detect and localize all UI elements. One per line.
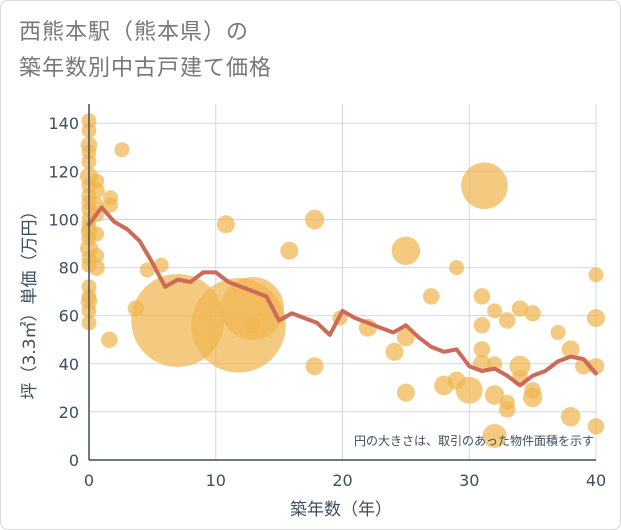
size-note: 円の大きさは、取引のあった物件面積を示す	[354, 433, 594, 448]
data-bubble	[89, 226, 105, 242]
chart-title-line-2: 築年数別中古戸建て価格	[19, 56, 273, 81]
data-bubble	[396, 328, 415, 347]
y-axis-label: 坪（3.3㎡）単価（万円）	[20, 202, 40, 399]
data-bubble	[473, 341, 491, 358]
y-tick-label: 20	[59, 403, 79, 422]
data-bubble	[588, 267, 604, 283]
y-tick-label: 0	[69, 451, 79, 470]
y-tick-label: 60	[59, 307, 79, 326]
chart-title: 西熊本駅（熊本県）の 築年数別中古戸建て価格	[19, 15, 272, 87]
data-bubble	[509, 355, 531, 377]
y-tick-label: 120	[48, 162, 79, 181]
y-tick-label: 140	[48, 114, 79, 133]
data-bubble	[482, 423, 507, 448]
data-bubble	[449, 260, 465, 276]
average-line	[87, 205, 598, 388]
data-bubble	[524, 305, 541, 322]
data-bubble	[587, 309, 605, 328]
data-bubble	[473, 317, 491, 334]
data-bubble	[280, 241, 299, 260]
y-tick-label: 100	[48, 210, 79, 229]
data-bubble	[499, 312, 516, 329]
data-bubble	[396, 383, 415, 402]
x-tick-label: 0	[84, 471, 94, 490]
data-bubble	[560, 406, 581, 427]
data-bubble	[88, 182, 105, 199]
data-bubble	[304, 209, 325, 230]
x-tick-label: 20	[332, 471, 352, 490]
data-bubble	[221, 276, 285, 340]
data-bubble	[216, 215, 235, 234]
data-bubble	[561, 340, 580, 359]
x-tick-label: 30	[459, 471, 479, 490]
data-bubble	[461, 162, 508, 210]
x-tick-label: 10	[206, 471, 226, 490]
data-bubble	[305, 357, 324, 376]
data-bubble	[422, 288, 440, 305]
data-bubble	[550, 325, 566, 341]
data-bubble	[522, 387, 543, 408]
data-bubble	[455, 376, 483, 404]
data-bubble	[88, 259, 105, 276]
y-tick-label: 80	[59, 259, 79, 278]
data-bubble	[244, 317, 261, 334]
data-bubble	[511, 300, 529, 317]
data-bubble	[385, 342, 404, 361]
x-axis-label: 築年数（年）	[290, 500, 392, 520]
x-tick-label: 40	[586, 471, 606, 490]
tick-labels: 0 20 40 60 80 100 120 140 0 10 20 30 40	[48, 114, 606, 490]
bubble-layer	[80, 113, 605, 448]
data-bubble	[103, 197, 119, 213]
axes	[88, 104, 596, 461]
data-bubble	[101, 331, 118, 348]
data-bubble	[139, 262, 155, 278]
data-bubble	[499, 401, 516, 418]
data-bubble	[487, 303, 503, 319]
data-bubble	[473, 288, 491, 305]
data-bubble	[114, 142, 130, 158]
data-bubble	[391, 236, 421, 265]
y-tick-label: 40	[59, 355, 79, 374]
data-bubble	[89, 248, 105, 264]
data-bubble	[484, 385, 505, 405]
chart-title-line-1: 西熊本駅（熊本県）の	[19, 20, 250, 45]
data-bubble	[587, 418, 605, 435]
